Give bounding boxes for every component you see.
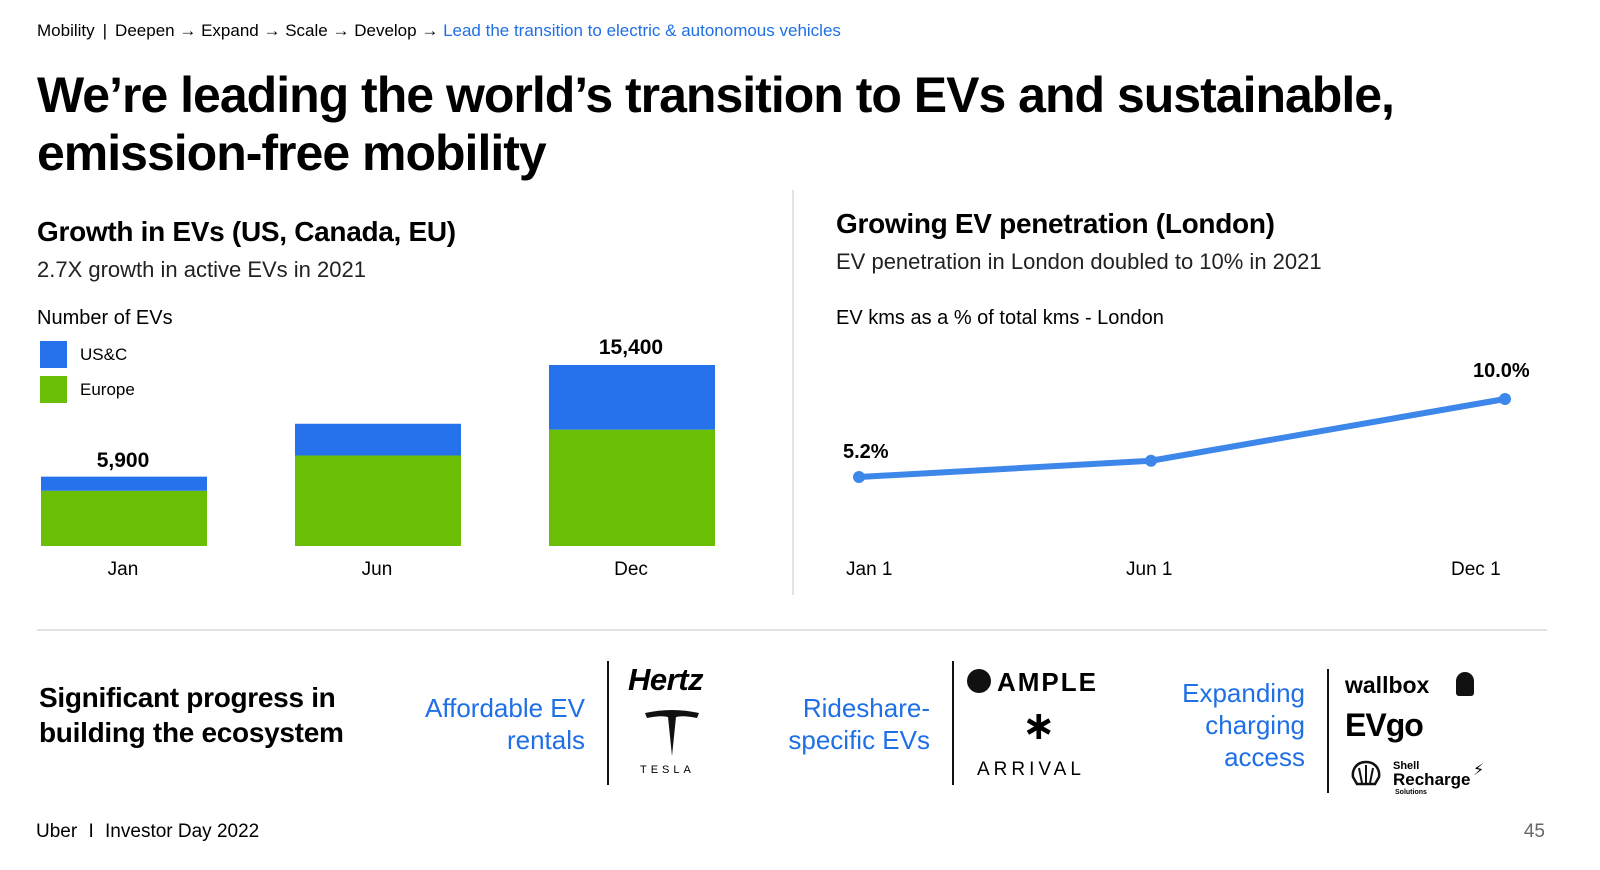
hertz-logo: Hertz — [628, 662, 704, 697]
breadcrumb-separator: | — [102, 21, 108, 40]
legend-swatch-usc — [40, 341, 67, 368]
bar-chart-caption: Number of EVs — [37, 307, 173, 329]
wallbox-icon — [1456, 672, 1474, 696]
left-panel-subheading: 2.7X growth in active EVs in 2021 — [37, 257, 366, 282]
line-point-label-jan: 5.2% — [843, 441, 889, 463]
ample-logo: AMPLE — [997, 667, 1098, 697]
panel-divider — [792, 190, 794, 595]
x-tick-label: Dec 1 — [1451, 559, 1501, 580]
section-divider — [37, 629, 1547, 631]
shell-wordmark: Shell — [1393, 760, 1420, 772]
line-point-2 — [1499, 393, 1511, 405]
breadcrumb-active[interactable]: Lead the transition to electric & autono… — [443, 21, 841, 40]
bar-total-label-jan: 5,900 — [96, 449, 150, 472]
bar-usc-jun — [295, 423, 461, 456]
ecosystem-category-charging: Expanding charging access — [1182, 678, 1305, 772]
footer-separator: I — [88, 821, 94, 842]
arrow-right-icon: → — [263, 21, 281, 40]
breadcrumb-expand[interactable]: Expand — [201, 21, 259, 40]
arrow-right-icon: → — [179, 21, 197, 40]
arrival-logo: ARRIVAL — [977, 759, 1085, 780]
plug-icon: ⚡ — [1473, 762, 1485, 779]
bar-europe-jan — [41, 490, 207, 546]
tesla-wordmark: TESLA — [640, 764, 695, 776]
breadcrumb-deepen[interactable]: Deepen — [115, 21, 175, 40]
left-panel-heading: Growth in EVs (US, Canada, EU) — [37, 216, 456, 247]
footer-event: Investor Day 2022 — [105, 821, 260, 842]
arrow-right-icon: → — [332, 21, 350, 40]
bar-europe-jun — [295, 455, 461, 546]
breadcrumb-develop[interactable]: Develop — [354, 21, 417, 40]
wallbox-logo: wallbox — [1345, 672, 1430, 698]
bar-total-label-dec: 15,400 — [598, 336, 664, 359]
line-point-1 — [1145, 454, 1157, 467]
x-tick-label: Dec — [614, 559, 648, 580]
bar-europe-dec — [549, 429, 715, 546]
ample-icon — [967, 669, 991, 693]
shell-icon — [1351, 760, 1381, 786]
footer: Uber I Investor Day 2022 — [36, 821, 259, 843]
x-tick-label: Jun 1 — [1126, 559, 1173, 580]
ecosystem-category-rideshare: Rideshare-specific EVs — [788, 693, 930, 755]
page-number: 45 — [1523, 821, 1545, 842]
line-chart-caption: EV kms as a % of total kms - London — [836, 307, 1164, 329]
x-tick-label: Jan 1 — [846, 559, 893, 580]
breadcrumb-mobility[interactable]: Mobility — [37, 21, 95, 40]
right-panel-heading: Growing EV penetration (London) — [836, 208, 1275, 239]
footer-brand: Uber — [36, 821, 78, 842]
ecosystem-category-rentals: Affordable EV rentals — [425, 693, 585, 755]
ecosystem-divider — [952, 661, 954, 785]
bar-chart — [41, 365, 715, 546]
tesla-icon — [645, 710, 699, 756]
solutions-wordmark: Solutions — [1395, 789, 1427, 796]
line-point-0 — [853, 471, 865, 483]
legend-swatch-europe — [40, 376, 67, 403]
x-tick-label: Jan — [107, 559, 139, 580]
line-point-label-dec: 10.0% — [1473, 360, 1530, 382]
recharge-wordmark: Recharge — [1393, 770, 1471, 789]
line-chart — [853, 393, 1511, 483]
line-series — [858, 396, 1506, 480]
ecosystem-divider — [1327, 669, 1329, 793]
breadcrumb: Mobility | Deepen → Expand → Scale → Devel… — [37, 21, 841, 41]
x-tick-label: Jun — [361, 559, 393, 580]
page-title: We’re leading the world’s transition to … — [37, 67, 1395, 181]
legend-label-europe: Europe — [80, 380, 135, 399]
evgo-logo: EVgo — [1345, 707, 1424, 743]
ecosystem-divider — [607, 661, 609, 785]
asterisk-icon: ∗ — [1022, 704, 1056, 748]
bar-usc-dec — [549, 365, 715, 430]
legend-label-usc: US&C — [80, 345, 128, 364]
ecosystem-title: Significant progress in building the eco… — [39, 682, 344, 748]
arrow-right-icon: → — [421, 21, 439, 40]
bar-usc-jan — [41, 476, 207, 491]
breadcrumb-scale[interactable]: Scale — [285, 21, 328, 40]
right-panel-subheading: EV penetration in London doubled to 10% … — [836, 249, 1322, 274]
